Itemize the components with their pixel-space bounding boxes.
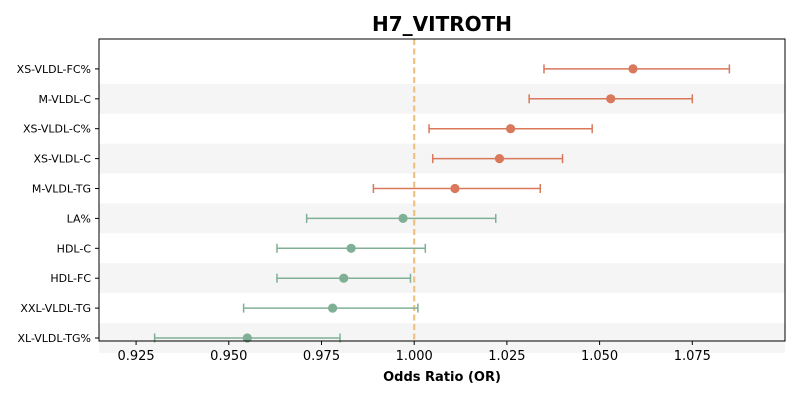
y-tick-label: XS-VLDL-FC% bbox=[17, 63, 91, 76]
x-tick-label: 1.025 bbox=[488, 349, 525, 364]
point-estimate bbox=[242, 333, 252, 343]
point-estimate bbox=[494, 154, 505, 164]
y-tick-label: XS-VLDL-C bbox=[33, 153, 91, 166]
y-tick-label: M-VLDL-C bbox=[38, 93, 91, 106]
chart-title: H7_VITROTH bbox=[372, 12, 512, 36]
y-tick-label: XXL-VLDL-TG bbox=[20, 302, 91, 315]
plot-area: XS-VLDL-FC% M-VLDL-C XS-VLDL-C% XS-VLDL-C M-… bbox=[17, 38, 786, 364]
point-estimate bbox=[398, 213, 408, 224]
point-estimate bbox=[628, 64, 638, 74]
row-shade bbox=[99, 263, 785, 294]
x-tick-label: 0.950 bbox=[210, 349, 247, 364]
y-tick-label: HDL-C bbox=[57, 242, 92, 255]
point-estimate bbox=[328, 303, 338, 313]
x-tick-label: 1.075 bbox=[674, 349, 711, 364]
point-estimate bbox=[346, 243, 356, 253]
y-tick-label: LA% bbox=[67, 212, 91, 225]
x-tick-label: 0.925 bbox=[117, 349, 154, 364]
y-tick-label: XL-VLDL-TG% bbox=[17, 332, 91, 345]
y-tick-label: M-VLDL-TG bbox=[32, 183, 91, 196]
axes-frame bbox=[98, 38, 786, 342]
point-estimate bbox=[339, 273, 349, 283]
y-tick-label: XS-VLDL-C% bbox=[23, 123, 91, 136]
point-estimate bbox=[450, 183, 460, 194]
x-tick-label: 1.050 bbox=[581, 349, 618, 364]
y-tick-label: HDL-FC bbox=[50, 272, 91, 285]
x-tick-label: 1.000 bbox=[396, 349, 433, 364]
point-estimate bbox=[606, 94, 616, 104]
x-tick-label: 0.975 bbox=[303, 349, 340, 364]
x-axis-label: Odds Ratio (OR) bbox=[383, 370, 501, 385]
point-estimate bbox=[506, 124, 516, 134]
